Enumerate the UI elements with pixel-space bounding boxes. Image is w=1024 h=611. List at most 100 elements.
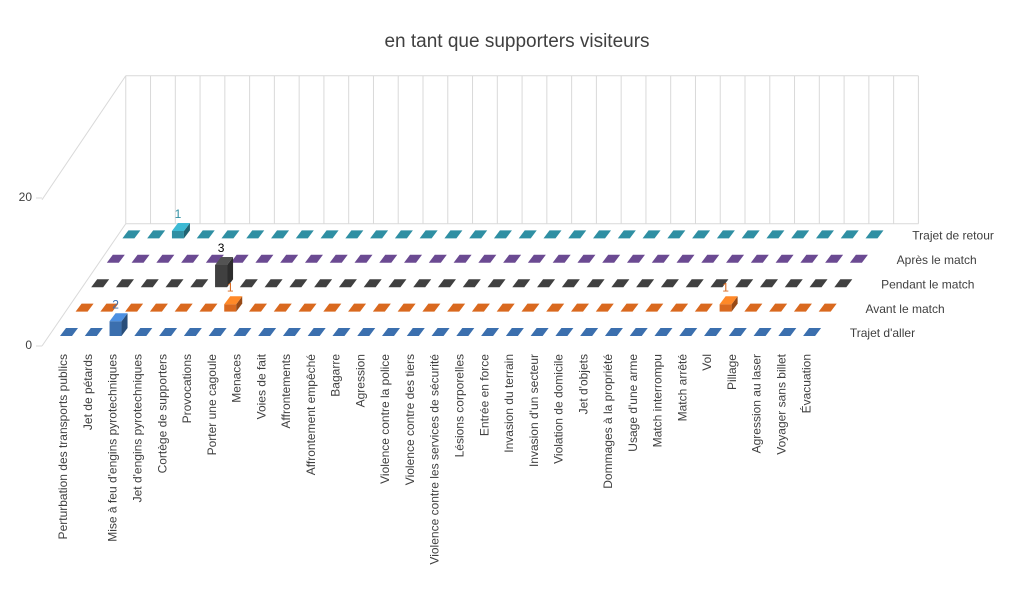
bar-top — [84, 328, 103, 336]
data-label: 3 — [218, 241, 225, 255]
floor-left — [41, 223, 127, 347]
bar-top — [183, 328, 202, 336]
bar — [239, 279, 258, 288]
bar — [840, 230, 859, 239]
bar-top — [282, 328, 301, 336]
x-tick-label: Affrontements — [279, 354, 293, 428]
bar — [422, 303, 441, 312]
bar — [370, 230, 389, 239]
bar-top — [230, 254, 249, 263]
bar — [750, 254, 769, 263]
bar-top — [248, 303, 267, 312]
x-tick-label: Jet d'engins pyrotechniques — [130, 354, 144, 502]
bar-top — [769, 303, 788, 312]
bar-top — [156, 254, 175, 263]
bar-top — [629, 328, 648, 336]
legend-label: Trajet d'aller — [850, 326, 915, 340]
bar-top — [503, 254, 522, 263]
data-label: 1 — [227, 280, 234, 294]
bar — [679, 328, 698, 336]
bar — [471, 303, 490, 312]
bar-top — [255, 254, 274, 263]
bar — [413, 279, 432, 288]
x-tick-label: Match arrêté — [675, 354, 689, 422]
bar-top — [602, 254, 621, 263]
bar — [552, 254, 571, 263]
bar-top — [775, 254, 794, 263]
bar-top — [453, 254, 472, 263]
bar — [208, 328, 227, 336]
bar — [577, 254, 596, 263]
bar-top — [171, 223, 190, 231]
bar-top — [667, 230, 686, 239]
bar — [518, 230, 537, 239]
bar-top — [406, 328, 425, 336]
bar-side — [121, 313, 128, 336]
bar-top — [140, 279, 159, 288]
bar-top — [617, 230, 636, 239]
bar-top — [741, 230, 760, 239]
bar-top — [728, 328, 747, 336]
bar — [447, 303, 466, 312]
bar-top — [289, 279, 308, 288]
bar-top — [611, 279, 630, 288]
bar-top — [778, 328, 797, 336]
bar-top — [221, 230, 240, 239]
bar-top — [314, 279, 333, 288]
bar-top — [122, 230, 141, 239]
bar — [174, 303, 193, 312]
bar — [809, 279, 828, 288]
bar — [735, 279, 754, 288]
bar-top — [382, 328, 401, 336]
bar-top — [271, 230, 290, 239]
bar-top — [190, 279, 209, 288]
chart-title: en tant que supporters visiteurs — [384, 31, 649, 52]
bar — [800, 254, 819, 263]
bar-top — [726, 254, 745, 263]
bar-top — [593, 230, 612, 239]
bar-top — [595, 303, 614, 312]
bar — [530, 328, 549, 336]
bar — [75, 303, 94, 312]
bar — [338, 279, 357, 288]
bar-top — [469, 230, 488, 239]
bar — [580, 328, 599, 336]
x-tick-label: Lésions corporelles — [452, 354, 466, 457]
bar — [834, 279, 853, 288]
bar — [512, 279, 531, 288]
bar-top — [370, 230, 389, 239]
bar — [109, 313, 128, 336]
bar-top — [338, 279, 357, 288]
bar — [503, 254, 522, 263]
bar — [521, 303, 540, 312]
bar — [586, 279, 605, 288]
bar-top — [348, 303, 367, 312]
y-tick-label: 0 — [25, 338, 32, 352]
x-tick-label: Violence contre les services de sécurité — [428, 354, 442, 565]
bar-top — [620, 303, 639, 312]
bar — [224, 296, 243, 312]
x-tick-label: Affrontement empêché — [304, 354, 318, 476]
bar — [642, 230, 661, 239]
bar-top — [546, 303, 565, 312]
bar — [323, 303, 342, 312]
bar-top — [571, 303, 589, 312]
bar — [444, 230, 463, 239]
bar-top — [379, 254, 398, 263]
x-tick-label: Jet de pétards — [81, 354, 95, 430]
bar — [478, 254, 497, 263]
bar — [140, 279, 159, 288]
bar-top — [825, 254, 844, 263]
bar — [766, 230, 785, 239]
bar — [221, 230, 240, 239]
bar — [304, 254, 323, 263]
x-tick-label: Perturbation des transports publics — [56, 354, 70, 539]
bar-top — [437, 279, 456, 288]
bar-top — [224, 296, 243, 305]
bar — [555, 328, 574, 336]
bar — [295, 230, 314, 239]
bar-top — [676, 254, 695, 263]
bar — [60, 328, 78, 336]
bar — [487, 279, 506, 288]
